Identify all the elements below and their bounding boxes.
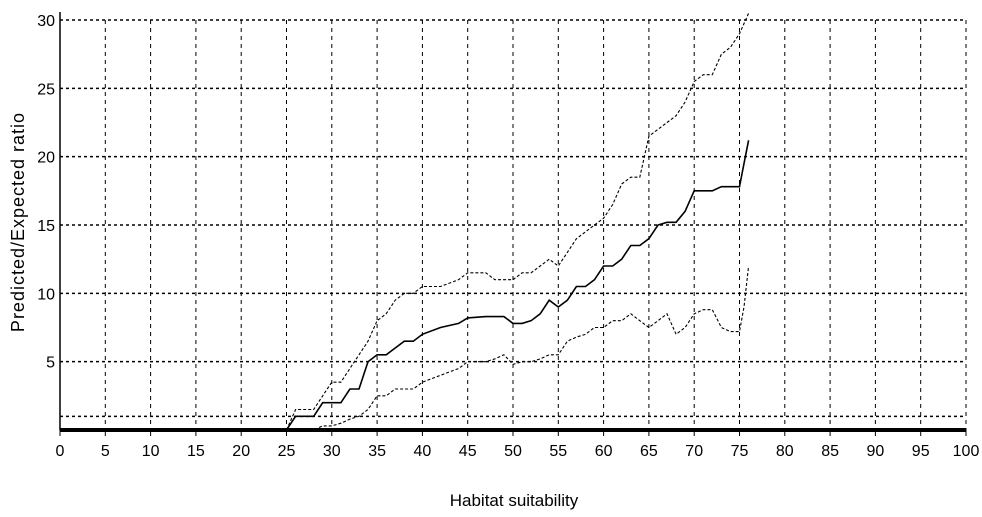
x-tick-label-85: 85 [821, 443, 839, 460]
x-tick-label-35: 35 [368, 443, 386, 460]
series-group [60, 12, 750, 431]
x-tick-label-45: 45 [459, 443, 477, 460]
x-tick-label-50: 50 [504, 443, 522, 460]
x-tick-label-5: 5 [101, 443, 110, 460]
y-tick-label-30: 30 [37, 13, 55, 30]
x-tick-label-100: 100 [953, 443, 980, 460]
x-tick-label-95: 95 [912, 443, 930, 460]
y-tick-label-20: 20 [37, 150, 55, 167]
y-axis-title: Predicted/Expected ratio [8, 112, 28, 332]
x-tick-label-10: 10 [142, 443, 160, 460]
y-tick-label-5: 5 [46, 355, 55, 372]
x-tick-labels: 0 5 10 15 20 25 30 35 40 45 50 55 60 65 70 75 80 85 90 95 10… [56, 430, 980, 460]
x-tick-label-60: 60 [595, 443, 613, 460]
x-tick-label-80: 80 [776, 443, 794, 460]
x-tick-label-90: 90 [867, 443, 885, 460]
series-line-2 [285, 12, 750, 431]
y-tick-label-25: 25 [37, 81, 55, 98]
x-tick-label-25: 25 [278, 443, 296, 460]
x-tick-label-65: 65 [640, 443, 658, 460]
x-tick-label-0: 0 [56, 443, 65, 460]
x-axis-title: Habitat suitability [450, 491, 579, 510]
y-tick-labels: 5 10 15 20 25 30 [37, 13, 55, 372]
x-tick-label-15: 15 [187, 443, 205, 460]
gridlines [60, 19, 967, 430]
x-tick-label-30: 30 [323, 443, 341, 460]
x-tick-label-40: 40 [414, 443, 432, 460]
series-line-1 [60, 140, 750, 431]
x-tick-label-20: 20 [232, 443, 250, 460]
x-tick-label-70: 70 [685, 443, 703, 460]
x-tick-label-75: 75 [731, 443, 749, 460]
y-tick-label-10: 10 [37, 286, 55, 303]
x-tick-label-55: 55 [549, 443, 567, 460]
y-tick-label-15: 15 [37, 218, 55, 235]
series-line-3 [304, 265, 750, 431]
